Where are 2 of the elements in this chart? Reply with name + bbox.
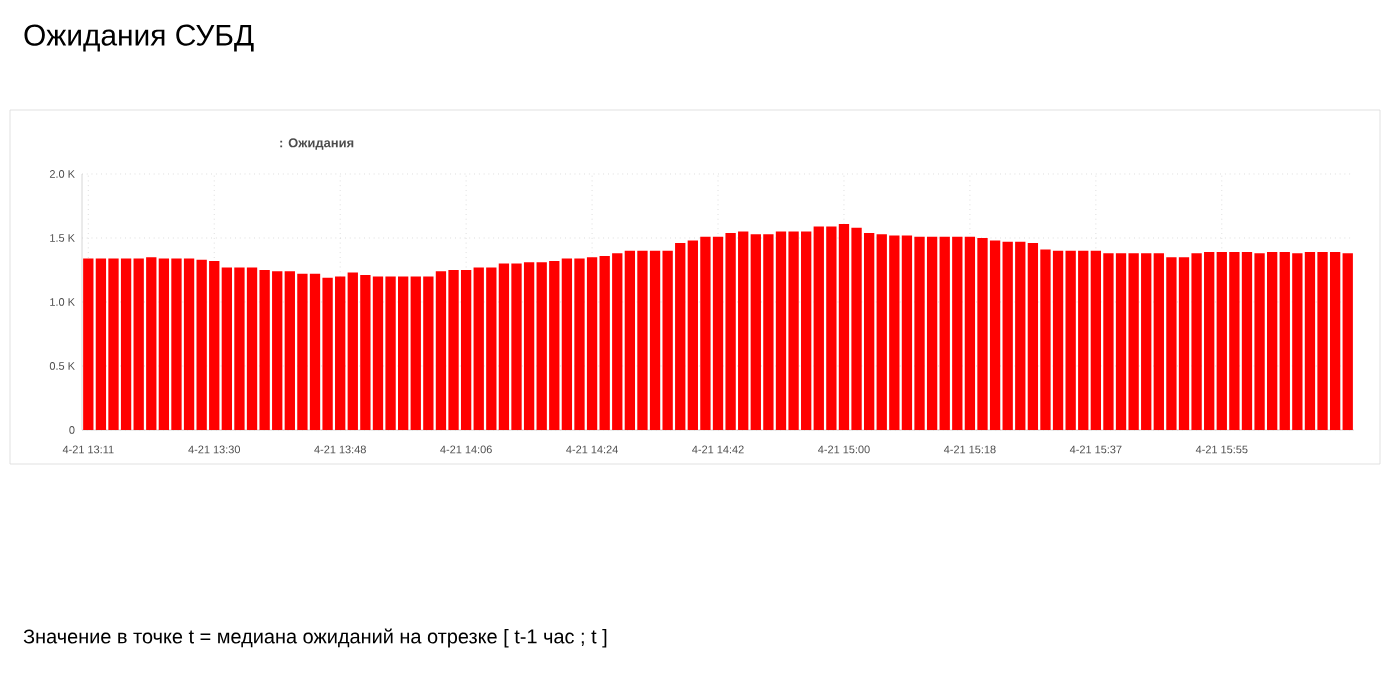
text: Значение в точке t = медиана ожиданий на отрезке [ t-1 час ; t ] — [23, 628, 607, 648]
chart-title: Ожидания СУБД — [24, 24, 254, 52]
